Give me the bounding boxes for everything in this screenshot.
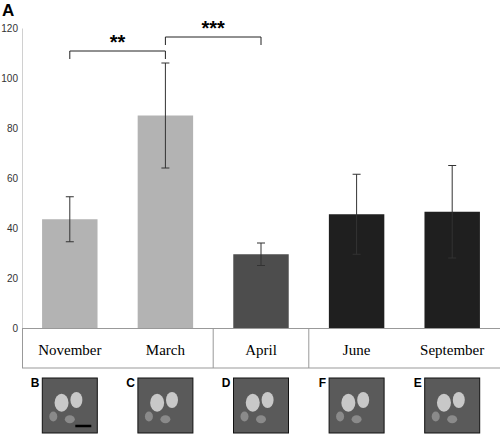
micrograph [234, 378, 289, 433]
error-bar-stem [165, 63, 166, 168]
y-tick-label: 60 [7, 173, 19, 184]
micrograph-frame [234, 378, 289, 433]
micrograph-frame [138, 378, 193, 433]
error-bar-cap [161, 63, 169, 64]
error-bar [353, 174, 361, 254]
y-tick: 120 [1, 23, 22, 34]
micrograph-frame [425, 378, 480, 433]
micrograph-cell [432, 412, 440, 422]
micrograph-cell [341, 394, 355, 412]
significance-label: *** [202, 17, 226, 39]
micrograph [42, 378, 97, 433]
micrograph-cell [241, 412, 249, 422]
micrograph-cell [49, 412, 57, 422]
error-bar-cap [257, 243, 265, 244]
error-bar-stem [452, 166, 453, 259]
micrograph-cell [437, 394, 451, 412]
plot: 020406080100120*****NovemberMarchAprilJu… [1, 17, 500, 433]
chart: 020406080100120*****NovemberMarchAprilJu… [0, 0, 500, 440]
category-separator [213, 328, 214, 368]
error-bar-cap [353, 254, 361, 255]
significance-label: ** [110, 31, 126, 53]
y-axis: 0 20 40 60 80 100 120 [1, 23, 22, 334]
error-bar [161, 63, 169, 168]
y-axis-line [22, 29, 23, 329]
micrograph-label: D [222, 376, 231, 390]
error-bar [448, 166, 456, 259]
error-bar [66, 197, 74, 242]
x-tick-label: April [245, 342, 277, 358]
x-tick-label: November [38, 342, 101, 358]
error-bar-stem [356, 174, 357, 254]
micrograph-cell [55, 394, 69, 412]
y-tick: 80 [7, 123, 22, 134]
micrograph-cell [357, 392, 369, 408]
error-bar-cap [66, 196, 74, 197]
micrograph [425, 378, 480, 433]
error-bar-stem [69, 197, 70, 242]
error-bar-cap [66, 241, 74, 242]
micrograph-cell [453, 392, 465, 408]
y-tick-label: 80 [7, 123, 19, 134]
micrograph-label: F [319, 376, 326, 390]
error-bar-cap [448, 165, 456, 166]
y-tick-label: 20 [7, 273, 19, 284]
micrograph-cell [352, 415, 362, 423]
x-tick: September [420, 328, 484, 358]
x-tick: June [343, 328, 371, 358]
error-bar-cap [161, 168, 169, 169]
y-tick-label: 0 [12, 323, 18, 334]
micrograph-cell [447, 415, 457, 423]
y-tick: 20 [7, 273, 22, 284]
bar [233, 254, 288, 328]
micrograph-cell [336, 412, 344, 422]
micrograph [138, 378, 193, 433]
error-bar [257, 243, 265, 266]
micrograph-label: E [414, 376, 422, 390]
micrograph-cell [160, 415, 170, 423]
micrograph-cell [256, 415, 266, 423]
x-tick-label: June [343, 342, 371, 358]
micrograph-frame [329, 378, 384, 433]
x-tick-label: March [146, 342, 186, 358]
micrograph-cell [166, 392, 178, 408]
micrograph-cell [150, 394, 164, 412]
y-tick-label: 120 [1, 23, 18, 34]
y-tick: 0 [12, 323, 22, 334]
error-bar-cap [448, 258, 456, 259]
micrograph-cell [246, 394, 260, 412]
x-tick: March [146, 328, 186, 358]
micrograph-cell [65, 415, 75, 423]
micrograph-label: B [31, 376, 40, 390]
y-tick-label: 40 [7, 223, 19, 234]
error-bar-stem [261, 243, 262, 266]
y-tick: 40 [7, 223, 22, 234]
x-axis-line [23, 328, 500, 329]
x-axis: November March April June September [23, 328, 500, 358]
x-tick: November [38, 328, 101, 358]
micrograph-frame [42, 378, 97, 433]
error-bar-cap [353, 174, 361, 175]
x-tick: April [245, 328, 277, 358]
y-tick: 60 [7, 173, 22, 184]
bars [42, 63, 480, 328]
category-box-line [22, 368, 500, 369]
error-bar-cap [257, 265, 265, 266]
x-tick-label: September [420, 342, 484, 358]
panel-label: A [2, 1, 14, 20]
micrograph-cell [145, 412, 153, 422]
category-box-line [22, 328, 23, 368]
micrograph-cell [262, 392, 274, 408]
category-separator [308, 328, 309, 368]
micrograph [329, 378, 384, 433]
y-tick: 100 [1, 73, 22, 84]
y-tick-label: 100 [1, 73, 18, 84]
micrograph-label: C [126, 376, 135, 390]
micrograph-cell [70, 392, 82, 408]
scale-bar [75, 425, 91, 428]
